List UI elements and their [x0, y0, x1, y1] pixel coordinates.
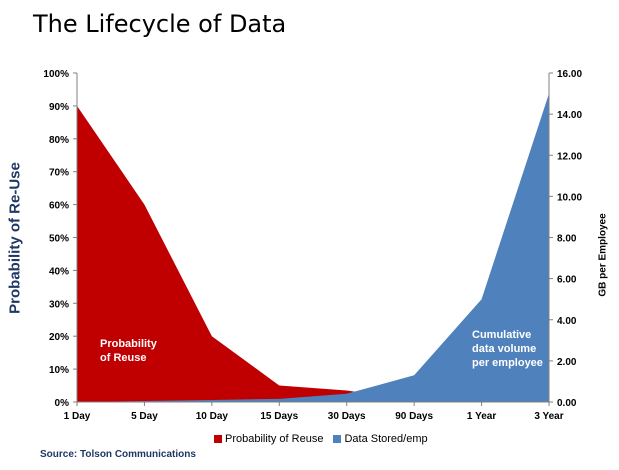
y-right-tick-label-5: 10.00 [557, 192, 582, 203]
annotation-cumulative-line-1: Cumulative [472, 329, 532, 341]
y-right-tick-label-8: 16.00 [557, 69, 582, 80]
legend-label-data-stored: Data Stored/emp [344, 433, 428, 445]
legend-item-probability: Probability of Reuse [214, 433, 323, 445]
legend-label-probability: Probability of Reuse [225, 433, 324, 445]
x-tick-label-2: 10 Day [196, 411, 229, 422]
annotation-cumulative: Cumulative data volume per employee [472, 328, 543, 370]
y-right-tick-label-7: 14.00 [557, 110, 582, 121]
annotation-probability-line-2: of Reuse [100, 352, 147, 364]
y-right-tick-label-4: 8.00 [557, 234, 577, 245]
legend-swatch-blue [333, 435, 342, 444]
y-left-tick-label-3: 30% [49, 299, 69, 310]
x-tick-label-3: 15 Days [260, 411, 298, 422]
chart-legend: Probability of Reuse Data Stored/emp [214, 433, 428, 445]
legend-item-data-stored: Data Stored/emp [333, 433, 428, 445]
y-left-tick-label-6: 60% [49, 201, 69, 212]
annotation-probability-line-1: Probability [100, 338, 157, 350]
y-left-tick-label-10: 100% [43, 69, 69, 80]
chart-title: The Lifecycle of Data [33, 10, 287, 38]
annotation-cumulative-line-2: data volume [472, 343, 537, 355]
y-left-tick-label-2: 20% [49, 332, 69, 343]
y-right-tick-label-6: 12.00 [557, 151, 582, 162]
source-note: Source: Tolson Communications [40, 449, 196, 460]
y-left-tick-label-9: 90% [49, 102, 69, 113]
y-left-tick-label-7: 70% [49, 168, 69, 179]
x-tick-label-0: 1 Day [64, 411, 91, 422]
x-tick-label-5: 90 Days [395, 411, 433, 422]
annotation-probability: Probability of Reuse [100, 337, 157, 365]
y-left-tick-label-0: 0% [55, 398, 70, 409]
y-right-tick-label-1: 2.00 [557, 357, 577, 368]
y-axis-left-label: Probability of Re-Use [6, 162, 24, 314]
series-area-probability [77, 105, 549, 403]
y-right-tick-label-0: 0.00 [557, 398, 577, 409]
y-left-tick-label-4: 40% [49, 266, 69, 277]
legend-swatch-red [214, 435, 222, 444]
y-left-tick-label-1: 10% [49, 365, 69, 376]
y-left-tick-label-5: 50% [49, 234, 69, 245]
series-area-data-stored [77, 93, 549, 402]
x-tick-label-4: 30 Days [328, 411, 366, 422]
x-tick-label-1: 5 Day [131, 411, 158, 422]
x-tick-label-6: 1 Year [467, 411, 496, 422]
y-left-tick-label-8: 80% [49, 135, 69, 146]
y-axis-right-label: GB per Employee [597, 213, 609, 297]
annotation-cumulative-line-3: per employee [472, 357, 543, 369]
y-right-tick-label-3: 6.00 [557, 275, 577, 286]
y-right-tick-label-2: 4.00 [557, 316, 577, 327]
x-tick-label-7: 3 Year [534, 411, 563, 422]
